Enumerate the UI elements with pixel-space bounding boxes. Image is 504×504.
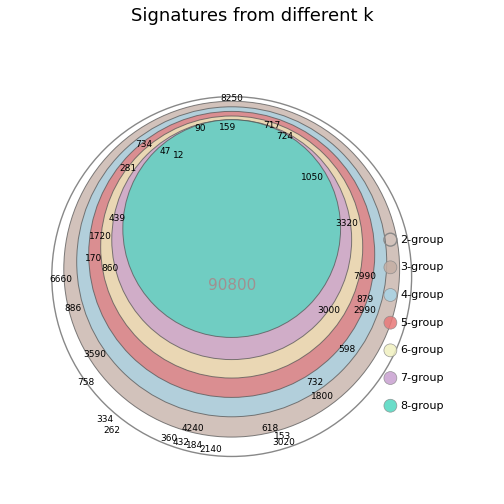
Text: 153: 153 <box>274 431 291 440</box>
Text: 1800: 1800 <box>310 392 334 401</box>
Text: 734: 734 <box>136 140 153 149</box>
Circle shape <box>64 101 400 437</box>
Text: 439: 439 <box>109 214 126 223</box>
Text: 2140: 2140 <box>199 445 222 454</box>
Text: 6660: 6660 <box>49 275 73 284</box>
Circle shape <box>112 120 352 359</box>
Text: 184: 184 <box>186 441 203 450</box>
Text: 159: 159 <box>218 122 236 132</box>
Text: 3-group: 3-group <box>401 262 444 272</box>
Text: 90: 90 <box>195 124 206 134</box>
Text: 598: 598 <box>338 345 356 354</box>
Circle shape <box>384 316 397 329</box>
Text: 6-group: 6-group <box>401 345 444 355</box>
Text: 3320: 3320 <box>336 219 358 228</box>
Text: 717: 717 <box>264 121 281 130</box>
Text: 12: 12 <box>173 151 185 160</box>
Text: 4-group: 4-group <box>401 290 444 300</box>
Circle shape <box>384 344 397 357</box>
Text: 2-group: 2-group <box>401 235 444 244</box>
Text: 7990: 7990 <box>353 272 376 281</box>
Text: 4240: 4240 <box>181 424 204 433</box>
Text: 360: 360 <box>160 433 177 443</box>
Title: Signatures from different k: Signatures from different k <box>131 7 373 25</box>
Text: 170: 170 <box>85 254 102 263</box>
Text: 618: 618 <box>262 424 279 433</box>
Circle shape <box>123 120 341 338</box>
Text: 732: 732 <box>306 378 323 387</box>
Text: 2990: 2990 <box>353 306 376 315</box>
Text: 5-group: 5-group <box>401 318 444 328</box>
Text: 262: 262 <box>103 426 120 435</box>
Text: 886: 886 <box>65 304 82 313</box>
Text: 1050: 1050 <box>300 173 324 182</box>
Text: 758: 758 <box>77 378 95 387</box>
Text: 8-group: 8-group <box>401 401 444 411</box>
Text: 7-group: 7-group <box>401 373 444 383</box>
Text: 1720: 1720 <box>89 232 112 241</box>
Text: 3020: 3020 <box>272 438 295 447</box>
Circle shape <box>384 371 397 385</box>
Text: 432: 432 <box>172 438 190 447</box>
Circle shape <box>77 107 387 417</box>
Circle shape <box>384 289 397 301</box>
Circle shape <box>101 116 363 378</box>
Circle shape <box>384 261 397 274</box>
Text: 334: 334 <box>97 415 114 424</box>
Text: 281: 281 <box>120 164 137 173</box>
Text: 724: 724 <box>277 132 294 141</box>
Circle shape <box>89 111 374 398</box>
Circle shape <box>384 399 397 412</box>
Text: 90800: 90800 <box>208 278 256 293</box>
Text: 3000: 3000 <box>317 306 340 315</box>
Text: 8250: 8250 <box>220 94 243 103</box>
Text: 879: 879 <box>356 295 373 304</box>
Text: 860: 860 <box>101 264 118 273</box>
Text: 3590: 3590 <box>84 350 107 359</box>
Text: 47: 47 <box>160 148 171 157</box>
